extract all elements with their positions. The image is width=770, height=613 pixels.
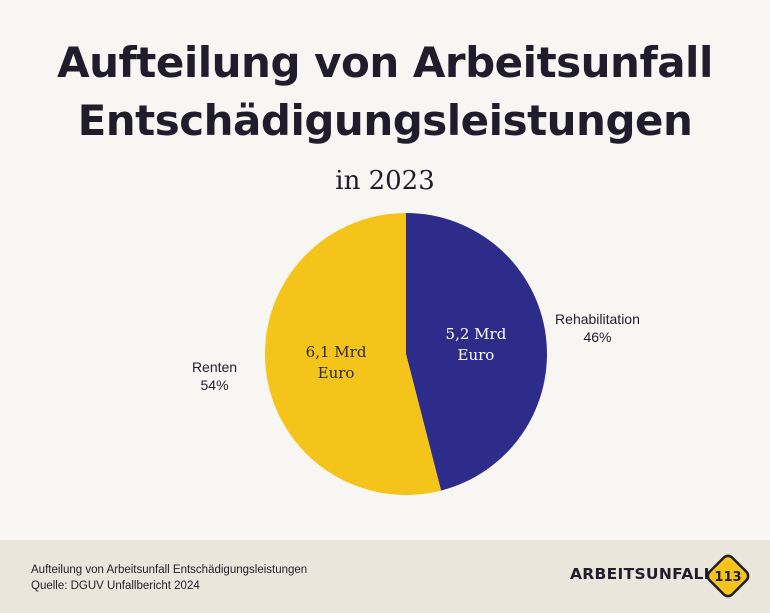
footer-source: Quelle: DGUV Unfallbericht 2024	[31, 580, 200, 592]
footer-caption: Aufteilung von Arbeitsunfall Entschädigu…	[31, 564, 308, 576]
warning-sign-icon	[706, 554, 750, 598]
footer-text: Aufteilung von Arbeitsunfall Entschädigu…	[31, 562, 307, 594]
pie-slice-rehabilitation	[406, 213, 547, 491]
pie-slice-renten	[264, 213, 442, 495]
slice-value-label-renten: 6,1 Mrd	[306, 343, 367, 361]
brand-logo: 113	[706, 554, 750, 598]
slice-percent-label-rehabilitation: 46%	[583, 329, 611, 345]
chart-subtitle: in 2023	[335, 166, 435, 196]
chart-title: Aufteilung von Arbeitsunfall Entschädigu…	[0, 34, 770, 150]
brand-number: 113	[714, 570, 741, 585]
pie-labels: 5,2 Mrd Euro Rehabilitation 46% 6,1 Mrd Euro R…	[192, 311, 640, 393]
slice-category-label-renten: Renten	[192, 359, 237, 375]
pie-chart: 5,2 Mrd Euro Rehabilitation 46% 6,1 Mrd Euro R…	[192, 213, 640, 495]
chart-title-line-2: Entschädigungsleistungen	[77, 96, 693, 145]
pie-slices	[264, 213, 547, 495]
slice-value-unit-renten: Euro	[318, 364, 355, 382]
chart-title-line-1: Aufteilung von Arbeitsunfall	[57, 38, 713, 87]
slice-category-label-rehabilitation: Rehabilitation	[555, 311, 640, 327]
slice-value-label-rehabilitation: 5,2 Mrd	[446, 325, 507, 343]
brand-name: ARBEITSUNFALL	[570, 565, 714, 583]
footer: Aufteilung von Arbeitsunfall Entschädigu…	[0, 540, 770, 613]
slice-percent-label-renten: 54%	[201, 377, 229, 393]
slice-value-unit-rehabilitation: Euro	[458, 346, 495, 364]
